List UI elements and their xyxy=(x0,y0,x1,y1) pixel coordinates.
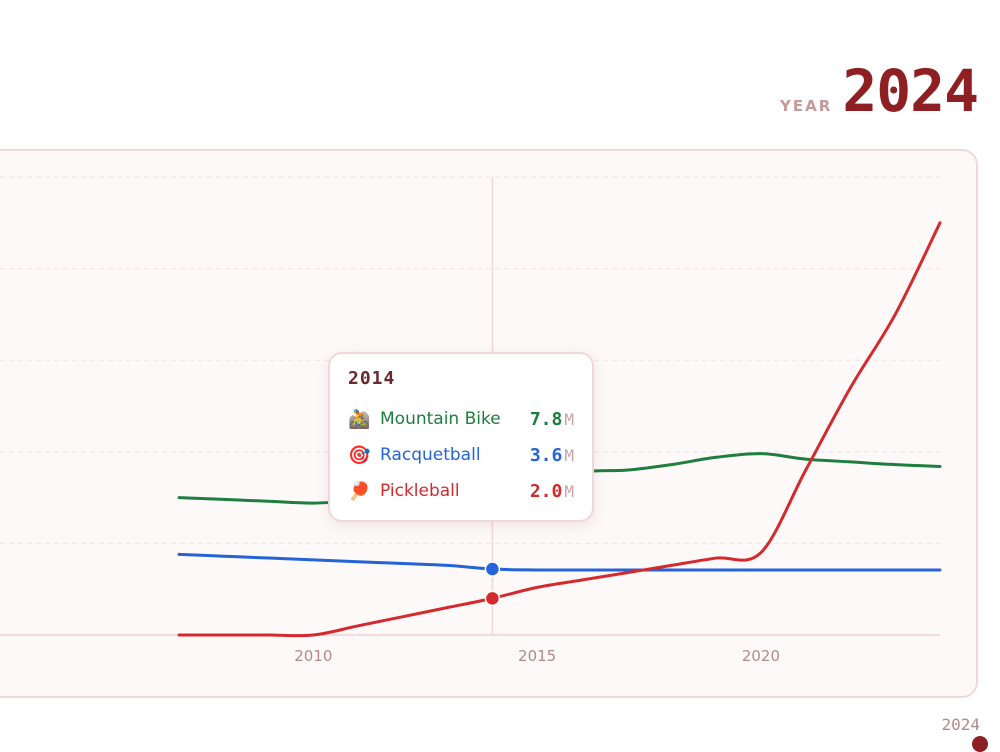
tooltip-unit: M xyxy=(564,445,574,465)
tooltip-row-pickleball: 🏓 Pickleball 2.0 M xyxy=(348,473,574,509)
x-tick-label: 2015 xyxy=(518,647,556,665)
mountain-bike-icon: 🚵 xyxy=(348,408,371,430)
series-line-racquetball xyxy=(177,552,942,572)
tooltip-year: 2014 xyxy=(348,368,396,389)
year-value: 2024 xyxy=(842,57,979,125)
tooltip-series-value: 2.0 xyxy=(529,480,563,502)
tooltip-unit: M xyxy=(564,481,574,501)
tooltip-series-value: 3.6 xyxy=(529,444,563,466)
hover-tooltip: 2014 🚵 Mountain Bike 7.8 M 🎯 Racquetball … xyxy=(328,352,594,522)
ping-pong-icon: 🏓 xyxy=(348,480,371,502)
tooltip-row-mountain-bike: 🚵 Mountain Bike 7.8 M xyxy=(348,401,574,437)
line-chart[interactable]: 2010 2015 2020 xyxy=(0,0,1000,700)
tooltip-series-name: Pickleball xyxy=(380,481,460,501)
target-icon: 🎯 xyxy=(348,444,371,466)
year-header: YEAR 2024 xyxy=(780,57,979,125)
slider-end-label: 2024 xyxy=(941,715,980,734)
hover-point-pickleball xyxy=(484,590,501,607)
tooltip-series-name: Racquetball xyxy=(380,445,481,465)
series-line-pickleball xyxy=(177,221,942,638)
tooltip-row-racquetball: 🎯 Racquetball 3.6 M xyxy=(348,437,574,473)
x-tick-label: 2020 xyxy=(742,647,780,665)
tooltip-series-name: Mountain Bike xyxy=(380,409,501,429)
tooltip-unit: M xyxy=(564,409,574,429)
tooltip-series-value: 7.8 xyxy=(529,408,563,430)
year-label: YEAR xyxy=(780,97,833,115)
year-slider-handle[interactable] xyxy=(972,736,988,752)
hover-point-racquetball xyxy=(484,561,501,577)
x-tick-label: 2010 xyxy=(294,647,332,665)
